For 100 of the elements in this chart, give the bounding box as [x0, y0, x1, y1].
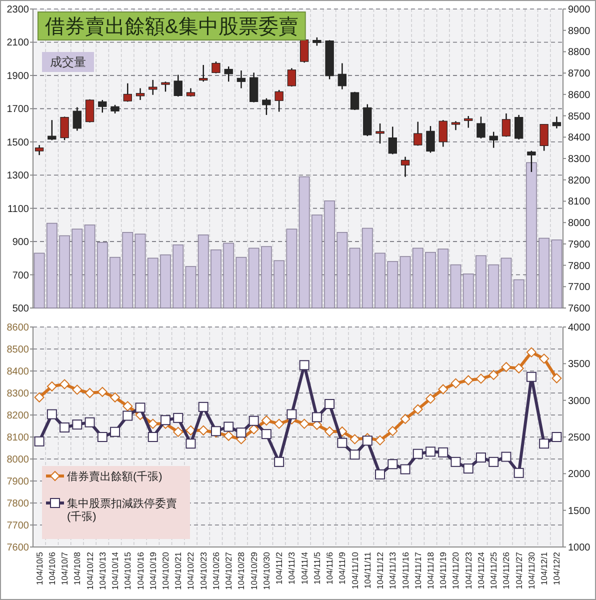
point: [539, 354, 550, 364]
point: [236, 428, 246, 438]
candlestick: [438, 119, 448, 148]
point: [514, 363, 524, 374]
x-tick-label: 104/11/19: [438, 552, 448, 590]
candlestick: [212, 60, 220, 74]
point: [97, 432, 108, 442]
point: [72, 384, 82, 395]
y2-tick-label: 8900: [568, 26, 591, 37]
x-tick-label: 104/12/1: [539, 552, 550, 586]
x-tick-label: 104/10/30: [261, 552, 272, 590]
y-tick-label: 700: [12, 270, 30, 282]
candlestick: [514, 114, 524, 140]
x-tick-label: 104/11/4: [299, 552, 310, 584]
y-tick-label: 7900: [6, 476, 30, 488]
y-tick-label: 7800: [6, 498, 30, 510]
point: [46, 409, 57, 420]
point: [173, 426, 184, 437]
point: [60, 422, 70, 432]
x-tick-label: 104/10/16: [135, 552, 146, 590]
x-tick-label: 104/11/2: [274, 552, 284, 584]
x-tick-label: 104/11/13: [388, 552, 398, 590]
point: [84, 417, 95, 428]
y2-tick-label: 7800: [568, 260, 591, 272]
point: [463, 375, 474, 386]
point: [224, 430, 234, 441]
legend-label: 集中股票扣減跌停委賣(千張): [67, 497, 177, 523]
point: [501, 452, 512, 462]
y2-tick-label: 8800: [568, 47, 591, 58]
point: [362, 436, 372, 446]
point: [400, 464, 410, 474]
y2-tick-label: 8300: [568, 154, 591, 165]
y-tick-label: 7600: [6, 542, 30, 554]
x-tick-label: 104/10/22: [186, 552, 196, 590]
point: [552, 432, 562, 442]
point: [110, 426, 120, 437]
point: [375, 469, 386, 480]
candlestick: [48, 119, 56, 141]
y-tick-label: 7700: [6, 520, 30, 532]
x-tick-label: 104/11/17: [412, 552, 423, 590]
x-tick-label: 104/11/10: [350, 552, 360, 590]
point: [501, 362, 512, 372]
candlestick: [161, 81, 170, 92]
y2-tick-label: 2000: [568, 469, 591, 480]
candlestick: [85, 98, 94, 124]
point: [46, 381, 57, 392]
x-tick-label: 104/10/15: [122, 552, 133, 590]
point: [526, 347, 536, 358]
y2-tick-label: 3500: [568, 359, 591, 370]
candlestick: [262, 98, 271, 116]
candlestick: [60, 116, 69, 141]
point: [122, 410, 133, 421]
point: [274, 456, 284, 467]
point: [539, 438, 550, 449]
x-tick-label: 104/11/9: [337, 552, 348, 584]
candlestick: [287, 68, 296, 88]
candlestick: [464, 115, 473, 128]
x-tick-label: 104/10/26: [210, 552, 221, 590]
point: [248, 424, 259, 434]
point: [84, 388, 95, 398]
point: [224, 422, 234, 432]
y2-tick-label: 8500: [568, 111, 591, 122]
candlestick: [224, 66, 233, 82]
x-tick-label: 104/10/8: [72, 552, 82, 586]
candlestick: [414, 121, 422, 146]
x-tick-label: 104/10/20: [160, 552, 170, 590]
point: [438, 384, 448, 394]
candlestick: [400, 156, 410, 178]
candlestick: [72, 106, 82, 132]
point: [261, 416, 272, 426]
chart-title: 借券賣出餘額&集中股票委賣: [45, 16, 298, 38]
x-tick-label: 104/11/26: [501, 552, 512, 590]
point: [450, 378, 461, 388]
y-tick-label: 8400: [6, 366, 30, 378]
point: [488, 370, 499, 380]
point: [299, 418, 310, 429]
point: [426, 394, 436, 404]
x-tick-label: 104/11/23: [463, 552, 474, 590]
candlestick: [489, 131, 498, 148]
point: [173, 412, 184, 423]
x-tick-label: 104/11/6: [324, 552, 335, 584]
x-tick-label: 104/10/23: [198, 552, 208, 590]
x-tick-label: 104/11/27: [514, 552, 524, 590]
candlestick: [174, 74, 182, 98]
y2-tick-label: 3000: [568, 396, 591, 407]
x-tick-label: 104/10/12: [84, 552, 95, 590]
point: [148, 418, 158, 429]
candlestick: [540, 124, 548, 152]
y-tick-label: 1300: [6, 170, 30, 182]
point: [426, 446, 436, 457]
point: [299, 360, 310, 370]
y2-tick-label: 4000: [568, 322, 591, 334]
y2-tick-label: 2500: [568, 432, 591, 444]
y2-tick-label: 8000: [568, 218, 591, 230]
point: [476, 452, 486, 463]
point: [72, 420, 82, 430]
point: [198, 425, 208, 436]
y2-tick-label: 8200: [568, 175, 591, 186]
candlestick: [123, 82, 132, 102]
x-tick-label: 104/10/19: [148, 552, 158, 590]
